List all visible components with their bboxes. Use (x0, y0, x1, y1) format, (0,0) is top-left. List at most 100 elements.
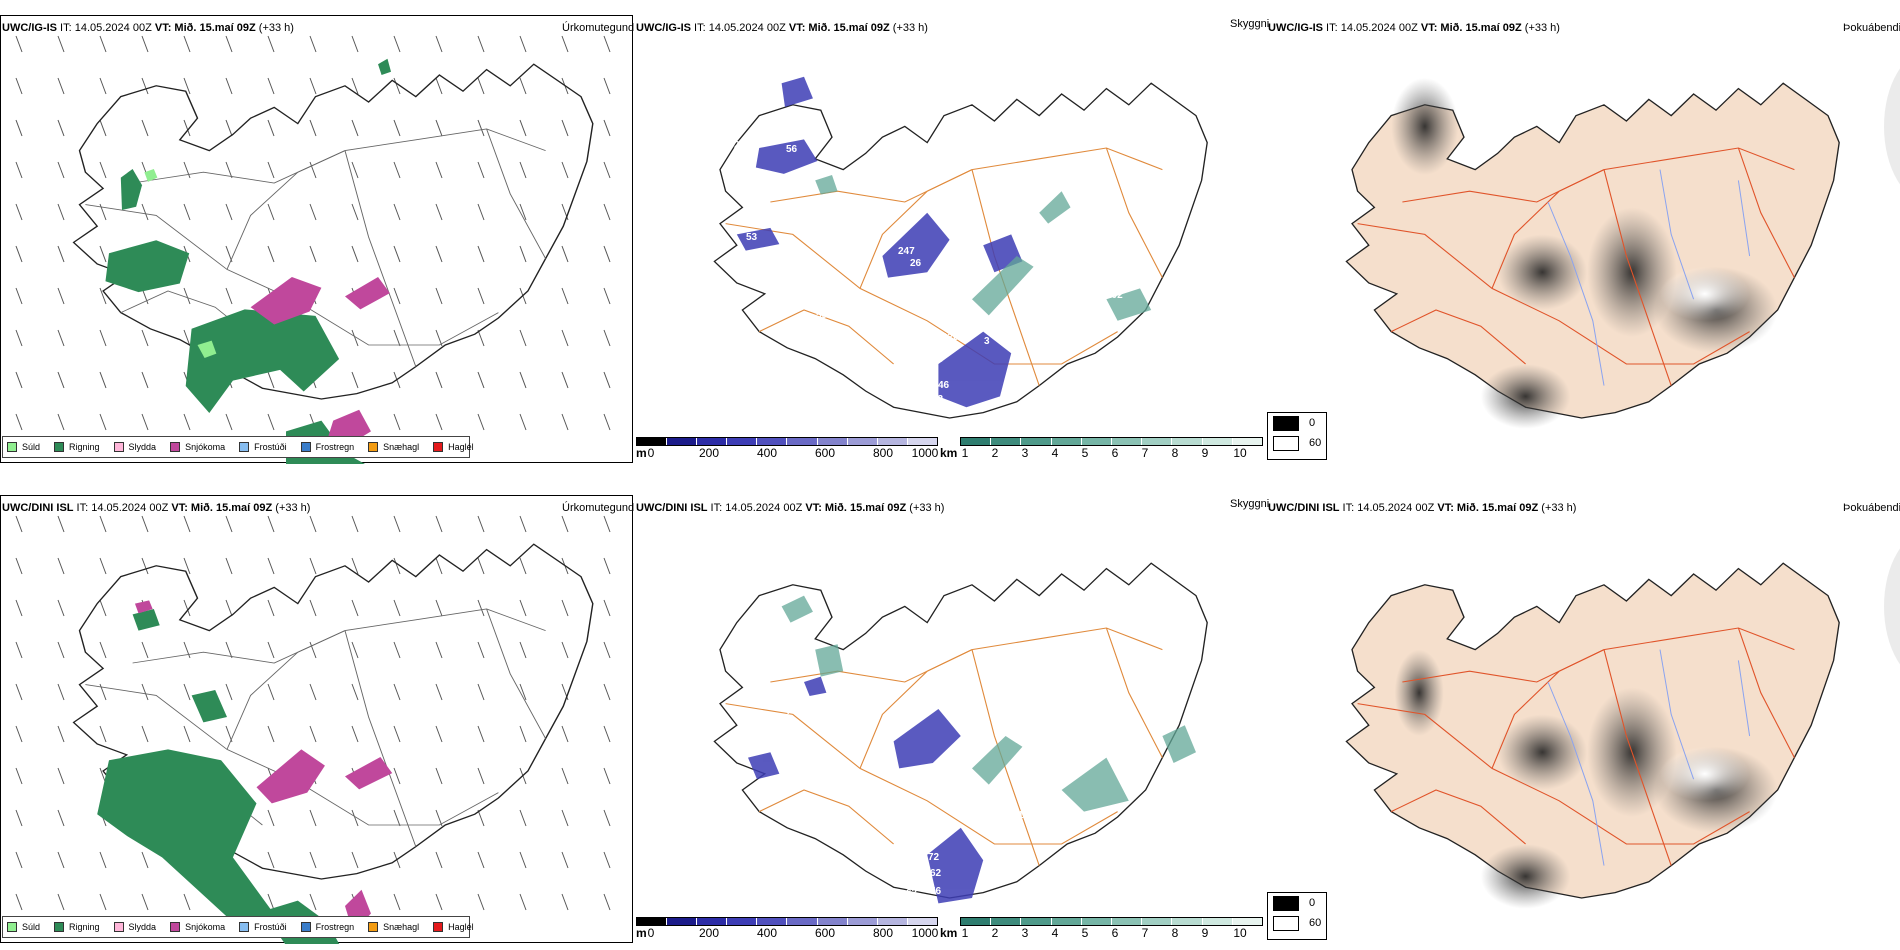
cloud-base-value-label: 110 (922, 278, 939, 289)
wind-barb (57, 641, 65, 659)
wind-barb (435, 893, 443, 911)
wind-barb (603, 893, 611, 911)
cloud-base-value-label: 203 (812, 818, 829, 829)
road-line (971, 649, 1040, 866)
precip-type-map (15, 35, 611, 464)
wind-barb (99, 203, 107, 221)
road-line (486, 608, 547, 739)
wind-barb (351, 119, 359, 137)
panel5-header: UWC/DINI ISL IT: 14.05.2024 00Z VT: Mið.… (636, 502, 945, 514)
wind-barb (183, 413, 191, 431)
wind-barb (141, 683, 149, 701)
wind-barb (435, 557, 443, 575)
wind-barb (267, 245, 275, 263)
low-cloud-areas-2 (748, 676, 984, 904)
wind-barb (15, 371, 23, 389)
visibility-areas (815, 175, 1152, 321)
wind-barb (141, 641, 149, 659)
road-line (344, 150, 417, 367)
cloud-base-value-label: 85 (822, 804, 834, 815)
wind-barb (519, 203, 527, 221)
wind-barb (435, 767, 443, 785)
river-line (1659, 649, 1695, 780)
fog-map (1345, 68, 1900, 429)
wind-barb (183, 515, 191, 533)
wind-barb (99, 641, 107, 659)
wind-barb (309, 893, 317, 911)
wind-barb (57, 767, 65, 785)
cloud-base-value-label: 6 (722, 244, 728, 255)
wind-barb (603, 329, 611, 347)
wind-barb (519, 683, 527, 701)
wind-barb (351, 203, 359, 221)
init-time: IT: 14.05.2024 00Z (57, 22, 155, 34)
cloud-base-colorbar (636, 437, 938, 446)
wind-barb (519, 809, 527, 827)
wind-barb (435, 683, 443, 701)
legend-item-snow-pellets: Snæhagl (368, 442, 419, 452)
wind-barb (351, 599, 359, 617)
vis-tick: 8 (1171, 446, 1179, 460)
wind-barb (225, 161, 233, 179)
wind-barb (15, 287, 23, 305)
wind-barb (561, 851, 569, 869)
wind-barb (225, 557, 233, 575)
wind-barb (519, 557, 527, 575)
legend-item-snow: Snjókoma (170, 442, 225, 452)
wind-barb (477, 203, 485, 221)
wind-barb (15, 515, 23, 533)
wind-barb (267, 809, 275, 827)
wind-barb (183, 557, 191, 575)
cloud-base-value-label: 186 (1026, 814, 1043, 825)
wind-barb (15, 683, 23, 701)
road-line (1603, 169, 1672, 386)
road-line (132, 608, 546, 664)
visibility-unit: km (940, 446, 958, 460)
cloud-base-value-label: 124 (924, 784, 941, 795)
wind-barb (15, 245, 23, 263)
panel1-header: UWC/IG-IS IT: 14.05.2024 00Z VT: Mið. 15… (2, 22, 294, 34)
wind-barb (99, 725, 107, 743)
wind-barb (351, 683, 359, 701)
wind-barb (519, 515, 527, 533)
wind-barb (435, 203, 443, 221)
wind-barb (267, 161, 275, 179)
wind-barb (603, 203, 611, 221)
wind-barb (393, 641, 401, 659)
panel1-title: Úrkomutegund (562, 22, 635, 34)
wind-barb (561, 767, 569, 785)
wind-barb (477, 809, 485, 827)
cloud-base-value-label: 121 (940, 264, 957, 275)
wind-barb (477, 119, 485, 137)
wind-barb (309, 515, 317, 533)
road-line (1491, 169, 1605, 289)
wind-barb (561, 119, 569, 137)
wind-barb (561, 371, 569, 389)
wind-barb (57, 203, 65, 221)
wind-barb (99, 413, 107, 431)
wind-barb (267, 515, 275, 533)
wind-barb (141, 515, 149, 533)
cloud-base-value-label: 100 (1024, 792, 1041, 803)
panel2-title: Skyggni (1230, 18, 1270, 30)
cloud-base-value-label: 42 (932, 394, 944, 405)
wind-barb (603, 725, 611, 743)
wind-barb (477, 35, 485, 53)
wind-barb (477, 893, 485, 911)
wind-barb (267, 203, 275, 221)
wind-barb (15, 557, 23, 575)
wind-barb (141, 893, 149, 911)
cloud-base-value-label: 113 (996, 812, 1013, 823)
cloud-base-value-label: 98 (850, 308, 862, 319)
wind-barb (519, 851, 527, 869)
wind-barb (561, 245, 569, 263)
road-line (1390, 309, 1526, 365)
cloud-base-unit-2: m (636, 926, 647, 940)
wind-barb (57, 599, 65, 617)
wind-barb (57, 161, 65, 179)
wind-barb (57, 557, 65, 575)
wind-barb (99, 77, 107, 95)
wind-barb (183, 161, 191, 179)
wind-barb (435, 329, 443, 347)
cloud-tick: 800 (872, 446, 894, 460)
